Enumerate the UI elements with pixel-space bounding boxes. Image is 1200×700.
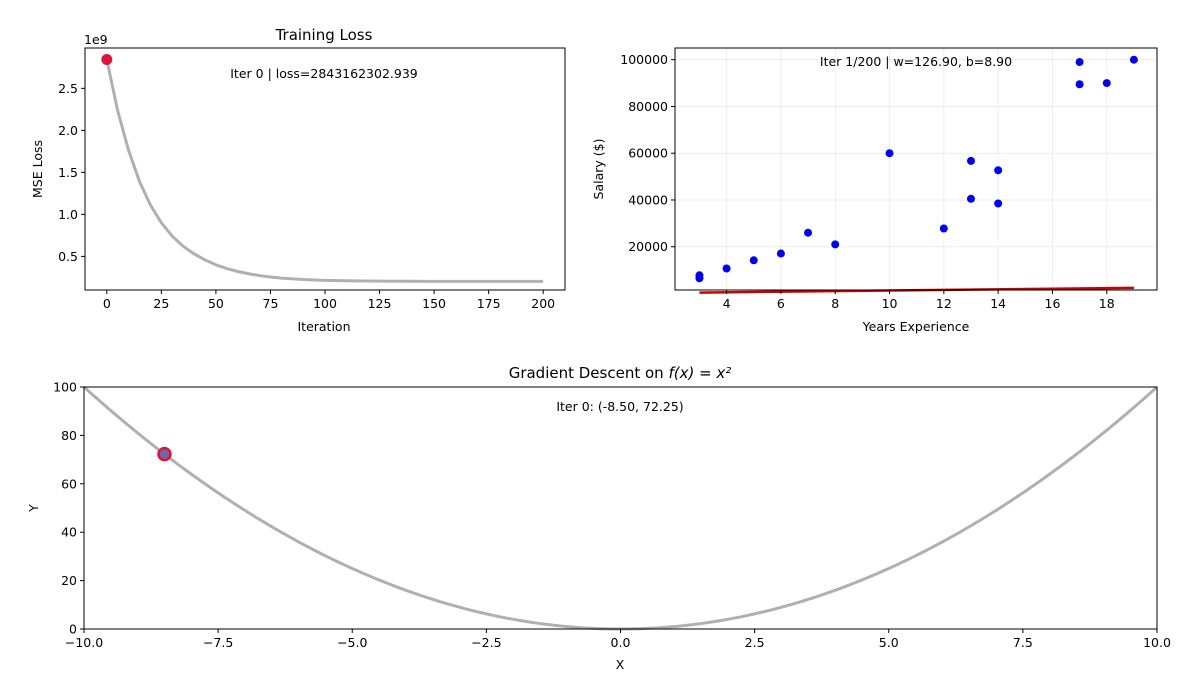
parabola-chart: Gradient Descent on f(x) = x² −10.0 −7.5 −… xyxy=(26,364,1171,672)
parabola-ytick-label: 80 xyxy=(61,428,77,443)
regression-point xyxy=(939,224,948,233)
regression-xtick-label: 8 xyxy=(831,296,839,311)
loss-xtick-label: 75 xyxy=(263,296,279,311)
loss-xtick-label: 100 xyxy=(313,296,337,311)
parabola-curve xyxy=(82,385,1159,631)
regression-point xyxy=(994,166,1003,175)
regression-ytick-label: 60000 xyxy=(628,146,668,161)
regression-point xyxy=(722,264,731,273)
loss-chart: Training Loss 1e9 0 25 50 75 100 125 150 175 200… xyxy=(30,26,566,334)
parabola-plot-frame xyxy=(83,386,1158,630)
loss-xtick-label: 200 xyxy=(531,296,555,311)
regression-point xyxy=(885,149,894,158)
parabola-ytick-label: 0 xyxy=(69,622,77,637)
regression-xlabel: Years Experience xyxy=(862,319,970,334)
regression-point xyxy=(749,256,758,265)
regression-xtick-label: 10 xyxy=(882,296,898,311)
loss-xlabel: Iteration xyxy=(297,319,350,334)
loss-xtick-label: 125 xyxy=(368,296,392,311)
loss-xtick-label: 50 xyxy=(208,296,224,311)
loss-chart-title: Training Loss xyxy=(275,26,373,44)
regression-point xyxy=(831,240,840,249)
regression-point xyxy=(1129,55,1138,64)
parabola-ytick-label: 40 xyxy=(61,525,77,540)
loss-plot-frame xyxy=(84,47,566,291)
parabola-xtick-label: −2.5 xyxy=(471,635,501,650)
parabola-xtick-label: −5.0 xyxy=(337,635,367,650)
loss-xtick-label: 175 xyxy=(477,296,501,311)
regression-point xyxy=(1075,80,1084,89)
parabola-xtick-label: 10.0 xyxy=(1143,635,1171,650)
regression-xtick-label: 18 xyxy=(1099,296,1115,311)
regression-xtick-label: 12 xyxy=(936,296,952,311)
loss-xtick-label: 25 xyxy=(153,296,169,311)
loss-annotation: Iter 0 | loss=2843162302.939 xyxy=(230,66,418,81)
regression-ylabel: Salary ($) xyxy=(591,139,606,200)
parabola-xtick-label: 5.0 xyxy=(879,635,899,650)
loss-ytick-label: 1.0 xyxy=(58,207,78,222)
regression-point xyxy=(695,271,704,280)
loss-ytick-label: 2.5 xyxy=(58,81,78,96)
regression-point xyxy=(1102,79,1111,88)
regression-annotation: Iter 1/200 | w=126.90, b=8.90 xyxy=(820,54,1012,69)
parabola-xlabel: X xyxy=(616,657,625,672)
regression-xtick-label: 4 xyxy=(723,296,731,311)
regression-ytick-label: 40000 xyxy=(628,192,668,207)
regression-xtick-label: 16 xyxy=(1045,296,1061,311)
parabola-xtick-label: 0.0 xyxy=(611,635,631,650)
parabola-ytick-label: 20 xyxy=(61,573,77,588)
loss-curve xyxy=(105,59,544,283)
regression-point xyxy=(1075,58,1084,67)
loss-ytick-label: 1.5 xyxy=(58,165,78,180)
loss-xtick-label: 150 xyxy=(422,296,446,311)
parabola-xtick-label: −7.5 xyxy=(203,635,233,650)
loss-ylabel: MSE Loss xyxy=(30,140,45,198)
parabola-xtick-label: 2.5 xyxy=(745,635,765,650)
parabola-ytick-label: 60 xyxy=(61,476,77,491)
regression-plot-frame xyxy=(674,47,1158,291)
loss-ytick-label: 2.0 xyxy=(58,123,78,138)
regression-point xyxy=(966,156,975,165)
regression-ytick-label: 100000 xyxy=(620,52,668,67)
parabola-annotation: Iter 0: (-8.50, 72.25) xyxy=(556,399,683,414)
loss-offset-label: 1e9 xyxy=(84,32,108,47)
regression-point xyxy=(994,199,1003,208)
parabola-chart-title: Gradient Descent on f(x) = x² xyxy=(509,364,732,382)
regression-xtick-label: 14 xyxy=(990,296,1006,311)
regression-point xyxy=(776,249,785,258)
regression-point xyxy=(804,228,813,237)
parabola-ylabel: Y xyxy=(26,504,41,513)
regression-point xyxy=(966,194,975,203)
loss-xtick-label: 0 xyxy=(103,296,111,311)
loss-marker xyxy=(101,54,113,66)
regression-ytick-label: 20000 xyxy=(628,239,668,254)
parabola-marker xyxy=(157,446,172,462)
regression-xtick-label: 6 xyxy=(777,296,785,311)
parabola-xtick-label: −10.0 xyxy=(65,635,103,650)
loss-ytick-label: 0.5 xyxy=(58,249,78,264)
regression-ytick-label: 80000 xyxy=(628,99,668,114)
parabola-xtick-label: 7.5 xyxy=(1013,635,1033,650)
parabola-ytick-label: 100 xyxy=(53,380,77,395)
regression-chart: 4 6 8 10 12 14 16 18 20000 40000 60000 80000 100000… xyxy=(591,47,1158,334)
